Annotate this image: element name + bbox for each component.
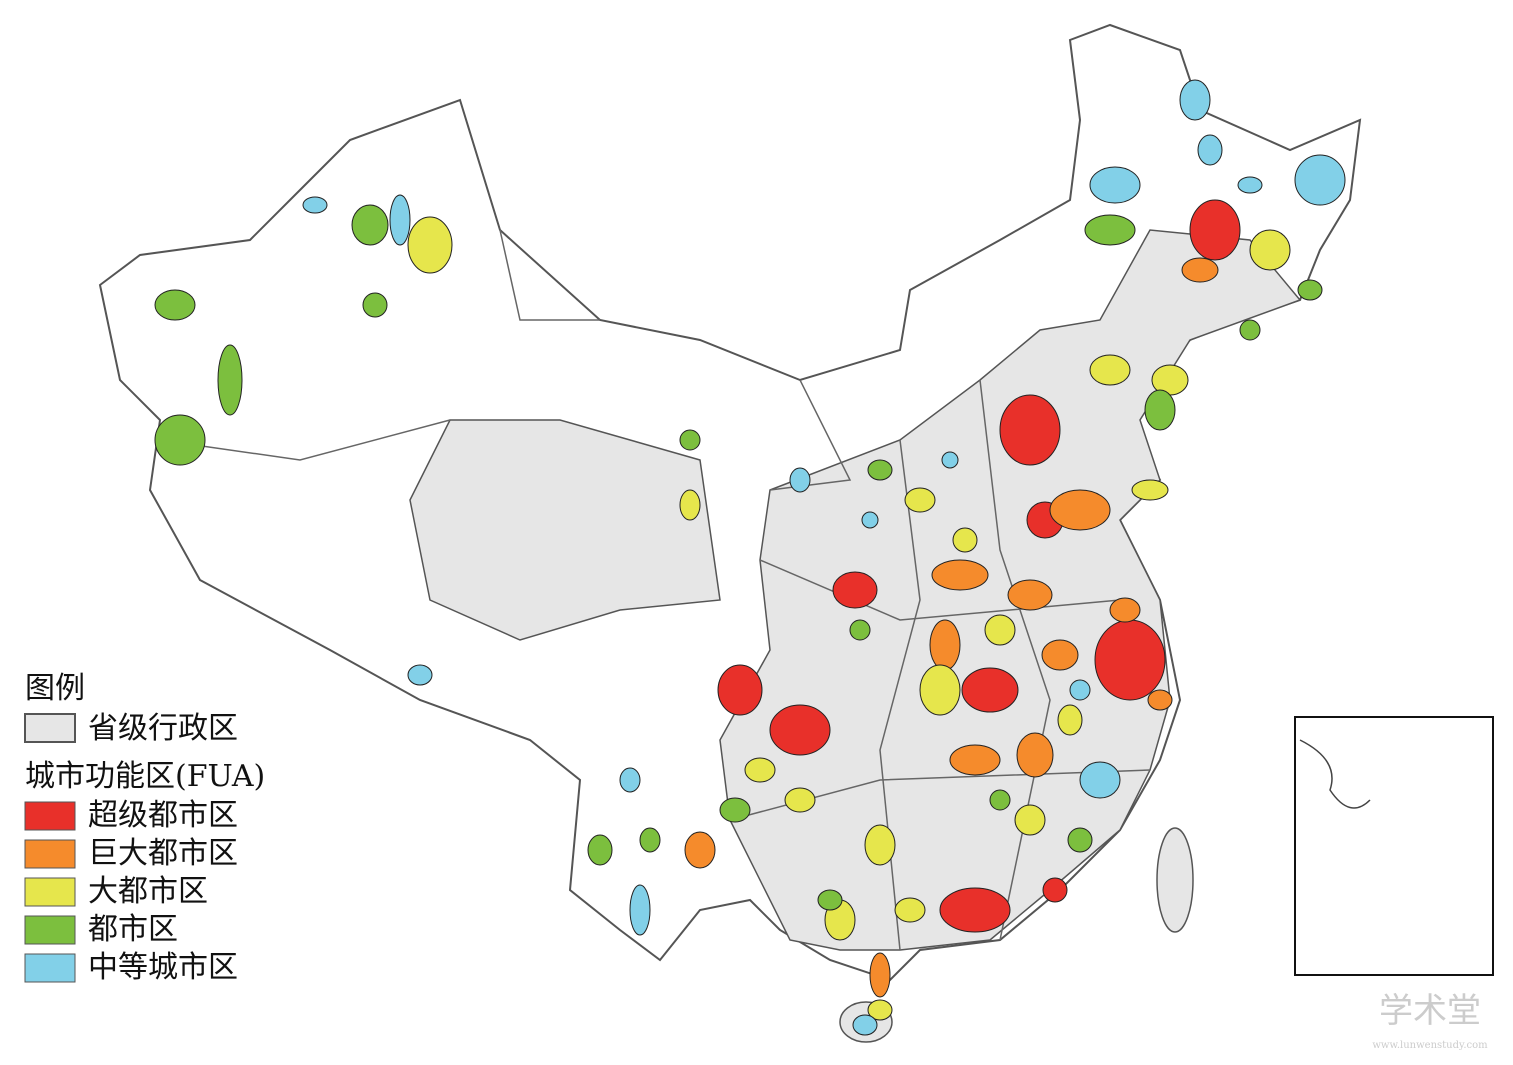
legend-label: 省级行政区 <box>88 711 238 746</box>
fua-area <box>217 344 243 416</box>
fua-area <box>1041 639 1079 671</box>
fua-area <box>989 789 1011 811</box>
fua-area <box>1067 827 1093 853</box>
fua-area <box>717 664 763 716</box>
fua-area <box>1249 229 1291 271</box>
legend-subtitle: 城市功能区(FUA) <box>25 759 265 794</box>
fua-area <box>407 216 453 274</box>
fua-area <box>1239 319 1261 341</box>
fua-area <box>1042 877 1068 903</box>
fua-area <box>1049 489 1111 531</box>
taiwan <box>1156 827 1194 933</box>
inset-coast <box>1299 739 1371 809</box>
fua-area <box>1014 804 1046 836</box>
fua-area <box>619 767 641 793</box>
fua-area <box>919 664 961 716</box>
legend-swatch <box>24 801 76 831</box>
fua-area <box>999 394 1061 466</box>
legend-swatch <box>24 877 76 907</box>
fua-area <box>817 889 843 911</box>
fua-area <box>362 292 388 318</box>
fua-area <box>302 196 328 214</box>
fua-area <box>407 664 433 686</box>
fua-area <box>1179 79 1211 121</box>
province-region <box>409 419 721 641</box>
fua-area <box>587 834 613 866</box>
fua-area <box>1089 166 1141 204</box>
fua-area <box>639 827 661 853</box>
fua-area <box>744 757 776 783</box>
fua-area <box>939 887 1011 933</box>
fua-area <box>1007 579 1053 611</box>
fua-area <box>1089 354 1131 386</box>
fua-area <box>719 797 751 823</box>
fua-area <box>1144 389 1176 431</box>
fua-area <box>929 619 961 671</box>
fua-area <box>904 487 936 513</box>
fua-area <box>351 204 389 246</box>
fua-area <box>789 467 811 493</box>
legend-swatch <box>24 915 76 945</box>
fua-area <box>849 619 871 641</box>
fua-layer <box>154 79 1346 1036</box>
fua-area <box>1197 134 1223 166</box>
fua-area <box>1181 257 1219 283</box>
legend: 图例 省级行政区 城市功能区(FUA) 超级都市区巨大都市区大都市区都市区中等城… <box>24 671 265 985</box>
fua-area <box>867 999 893 1021</box>
fua-area <box>769 704 831 756</box>
fua-area <box>869 952 891 998</box>
legend-label: 都市区 <box>88 912 178 947</box>
fua-area <box>154 414 206 466</box>
fua-area <box>1147 689 1173 711</box>
fua-area <box>867 459 893 481</box>
base-map <box>98 23 1362 1043</box>
fua-area <box>861 511 879 529</box>
fua-area <box>941 451 959 469</box>
legend-label: 大都市区 <box>88 874 208 909</box>
fua-area <box>684 831 716 869</box>
fua-area <box>389 194 411 246</box>
watermark: 学术堂 <box>1379 991 1481 1031</box>
fua-area <box>1094 619 1166 701</box>
fua-area <box>1079 761 1121 799</box>
legend-swatch <box>24 713 76 743</box>
fua-area <box>784 787 816 813</box>
fua-area <box>1109 597 1141 623</box>
legend-label: 巨大都市区 <box>88 836 238 871</box>
fua-area <box>961 667 1019 713</box>
legend-swatch <box>24 839 76 869</box>
fua-area <box>1237 176 1263 194</box>
fua-area <box>1016 732 1054 778</box>
fua-area <box>894 897 926 923</box>
fua-area <box>1084 214 1136 246</box>
fua-area <box>852 1014 878 1036</box>
legend-label: 中等城市区 <box>88 950 238 985</box>
fua-area <box>629 884 651 936</box>
fua-area <box>679 429 701 451</box>
fua-area <box>832 571 878 609</box>
fua-area <box>1131 479 1169 501</box>
watermark-url: www.lunwenstudy.com <box>1372 1040 1488 1051</box>
fua-area <box>1294 154 1346 206</box>
fua-area <box>1297 279 1323 301</box>
legend-swatch <box>24 953 76 983</box>
fua-area <box>984 614 1016 646</box>
fua-area <box>1057 704 1083 736</box>
fua-area <box>1189 199 1241 261</box>
fua-area <box>931 559 989 591</box>
fua-area <box>864 824 896 866</box>
legend-label: 超级都市区 <box>88 798 238 833</box>
fua-area <box>1069 679 1091 701</box>
legend-title: 图例 <box>25 671 85 706</box>
fua-area <box>679 489 701 521</box>
inset-box <box>1294 716 1494 976</box>
fua-area <box>154 289 196 321</box>
fua-area <box>949 744 1001 776</box>
fua-area <box>952 527 978 553</box>
